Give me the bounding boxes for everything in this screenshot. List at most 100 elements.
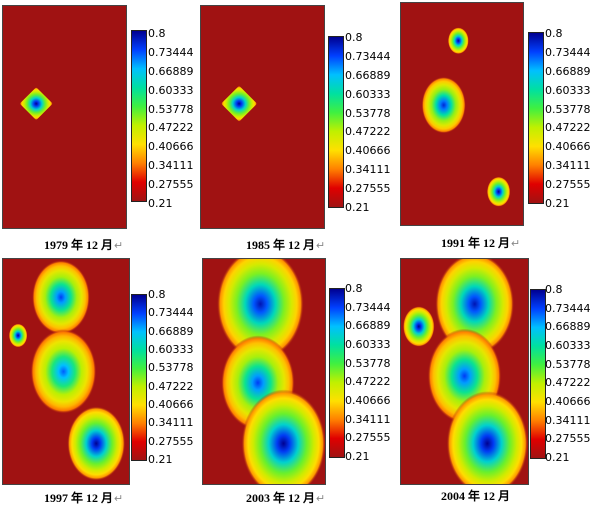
colorbar-tick-label: 0.40666: [345, 144, 391, 158]
colorbar-tick-label: 0.27555: [148, 434, 194, 448]
colorbar-tick-label: 0.27555: [345, 182, 391, 196]
colorbar-tick-label: 0.34111: [345, 163, 391, 177]
caption-text: 1979 年 12 月: [44, 238, 114, 252]
concentration-zone: [19, 87, 53, 121]
colorbar-tick-label: 0.21: [545, 451, 570, 464]
colorbar-tick-label: 0.40666: [545, 395, 591, 408]
panel-caption: 2004 年 12 月: [441, 487, 510, 504]
return-mark-icon: ↵: [316, 493, 326, 505]
concentration-zone: [421, 76, 466, 134]
colorbar: [530, 289, 546, 459]
colorbar-tick-label: 0.47222: [345, 375, 391, 389]
colorbar-tick-label: 0.53778: [148, 102, 194, 116]
colorbar: [131, 30, 147, 202]
concentration-zone: [216, 259, 304, 360]
concentration-zone: [221, 85, 258, 122]
heatmap-map: [2, 5, 127, 229]
concentration-zone: [241, 389, 325, 484]
colorbar-tick-label: 0.60333: [545, 339, 591, 352]
colorbar-tick-label: 0.47222: [545, 121, 591, 135]
colorbar-tick-label: 0.73444: [545, 301, 591, 315]
heatmap-background: [3, 6, 126, 228]
colorbar-tick-label: 0.34111: [345, 412, 391, 426]
colorbar-tick-label: 0.8: [345, 31, 363, 44]
colorbar-tick-label: 0.73444: [345, 300, 391, 314]
colorbar-tick-label: 0.40666: [148, 140, 194, 154]
heatmap-canvas: [201, 6, 324, 228]
colorbar: [329, 288, 345, 458]
colorbar-tick-label: 0.53778: [545, 357, 591, 371]
return-mark-icon: ↵: [114, 493, 124, 505]
colorbar-tick-label: 0.53778: [545, 102, 591, 116]
colorbar-tick-label: 0.60333: [345, 338, 391, 351]
colorbar-tick-label: 0.27555: [545, 432, 591, 446]
colorbar-tick-label: 0.34111: [545, 413, 591, 427]
colorbar-tick-label: 0.21: [148, 453, 173, 466]
colorbar-tick-label: 0.21: [545, 197, 570, 210]
colorbar: [131, 294, 147, 461]
heatmap-canvas: [401, 259, 528, 484]
colorbar-tick-label: 0.8: [545, 283, 563, 296]
heatmap-map: [202, 258, 326, 485]
heatmap-map: [400, 258, 529, 485]
heatmap-canvas: [3, 6, 126, 228]
colorbar-tick-label: 0.47222: [148, 379, 194, 393]
colorbar-tick-label: 0.60333: [148, 343, 194, 356]
colorbar-tick-label: 0.8: [148, 27, 166, 40]
caption-text: 1985 年 12 月: [246, 238, 316, 252]
concentration-zone: [447, 27, 469, 55]
colorbar-tick-label: 0.53778: [345, 356, 391, 370]
colorbar-tick-label: 0.47222: [345, 125, 391, 139]
colorbar-tick-label: 0.66889: [545, 64, 591, 78]
heatmap-map: [400, 2, 524, 226]
concentration-zone: [8, 323, 28, 348]
colorbar-tick-label: 0.73444: [148, 45, 194, 59]
panel-caption: 2003 年 12 月↵: [246, 489, 325, 506]
caption-text: 1997 年 12 月: [44, 491, 114, 505]
heatmap-canvas: [3, 259, 129, 484]
colorbar-tick-label: 0.47222: [545, 376, 591, 390]
concentration-zone: [446, 391, 528, 484]
colorbar-tick-label: 0.47222: [148, 121, 194, 135]
return-mark-icon: ↵: [316, 240, 326, 252]
colorbar-tick-label: 0.60333: [545, 83, 591, 97]
colorbar-tick-label: 0.73444: [148, 306, 194, 320]
colorbar-tick-label: 0.34111: [148, 416, 194, 430]
heatmap-map: [200, 5, 325, 229]
return-mark-icon: ↵: [114, 240, 124, 252]
concentration-zone: [67, 406, 126, 481]
panel-caption: 1979 年 12 月↵: [44, 236, 123, 253]
concentration-zone: [486, 176, 511, 207]
colorbar-tick-label: 0.27555: [345, 431, 391, 445]
colorbar-tick-label: 0.66889: [545, 320, 591, 334]
colorbar-tick-label: 0.27555: [545, 178, 591, 192]
heatmap-map: [2, 258, 130, 485]
panel-caption: 1985 年 12 月↵: [246, 236, 325, 253]
caption-text: 1991 年 12 月: [441, 236, 511, 250]
heatmap-canvas: [401, 3, 523, 225]
return-mark-icon: ↵: [511, 238, 521, 250]
colorbar-tick-label: 0.8: [345, 282, 363, 295]
colorbar-tick-label: 0.40666: [345, 394, 391, 407]
colorbar-tick-label: 0.34111: [545, 159, 591, 173]
heatmap-background: [201, 6, 324, 228]
colorbar-tick-label: 0.8: [545, 27, 563, 40]
colorbar-tick-label: 0.66889: [345, 319, 391, 333]
concentration-zone: [402, 306, 435, 347]
colorbar-tick-label: 0.66889: [148, 64, 194, 78]
colorbar-tick-label: 0.8: [148, 288, 166, 301]
colorbar: [528, 32, 544, 204]
concentration-zone: [30, 329, 97, 414]
colorbar-tick-label: 0.60333: [345, 87, 391, 101]
colorbar-tick-label: 0.73444: [545, 45, 591, 59]
caption-text: 2004 年 12 月: [441, 489, 511, 503]
heatmap-canvas: [203, 259, 325, 484]
colorbar-tick-label: 0.53778: [148, 361, 194, 375]
colorbar-tick-label: 0.66889: [345, 68, 391, 82]
colorbar: [328, 36, 344, 208]
colorbar-tick-label: 0.34111: [148, 159, 194, 173]
colorbar-tick-label: 0.53778: [345, 106, 391, 120]
colorbar-tick-label: 0.73444: [345, 49, 391, 63]
panel-caption: 1991 年 12 月↵: [441, 234, 520, 251]
colorbar-tick-label: 0.21: [345, 201, 370, 214]
